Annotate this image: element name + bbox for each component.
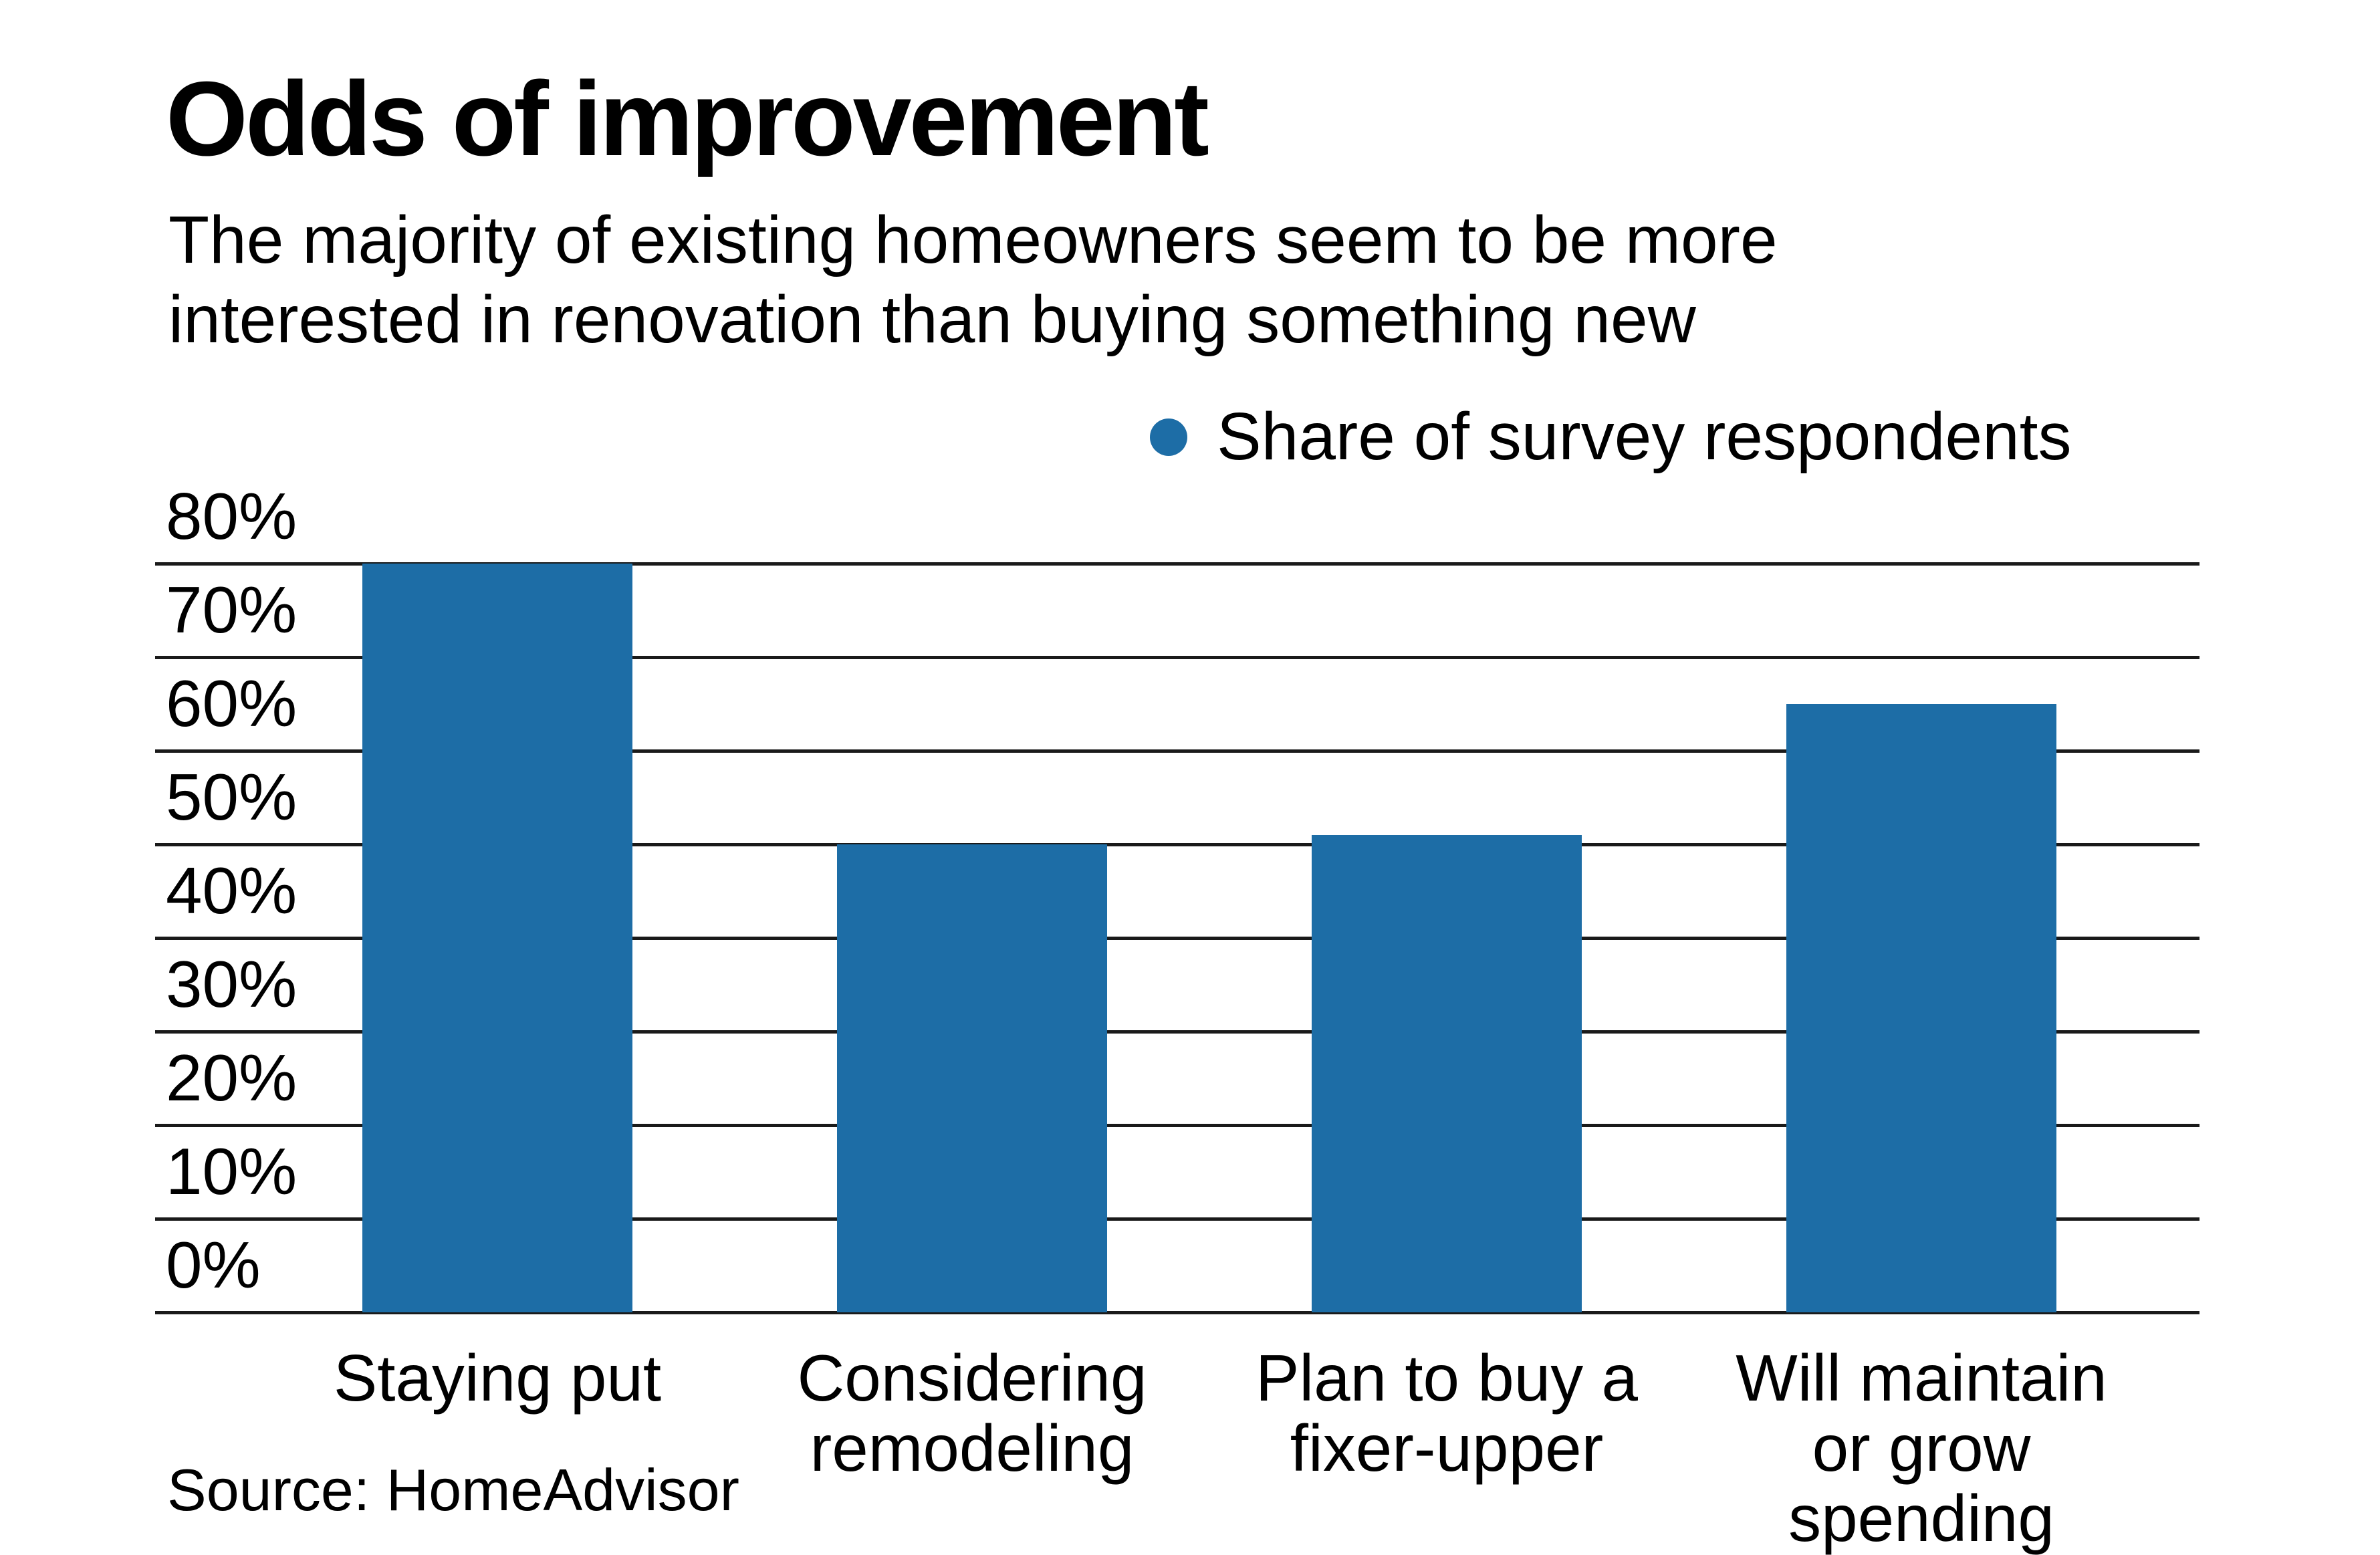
bar-considering-remodeling	[837, 844, 1107, 1312]
gridline-80	[155, 562, 2199, 566]
legend-marker-icon	[1150, 418, 1187, 456]
x-axis-label-considering-remodeling: Considering remodeling	[671, 1343, 1273, 1483]
source-note: Source: HomeAdvisor	[167, 1457, 739, 1523]
y-axis-label-30: 30%	[166, 947, 298, 1021]
chart-title: Odds of improvement	[166, 60, 1209, 178]
legend-label: Share of survey respondents	[1217, 399, 2072, 474]
x-axis-label-line: spending	[1788, 1481, 2054, 1555]
chart-subtitle-line-1: The majority of existing homeowners seem…	[168, 203, 1778, 277]
y-axis-label-0: 0%	[166, 1228, 261, 1302]
x-axis-label-line: Plan to buy a	[1255, 1341, 1639, 1415]
x-axis-label-line: Will maintain	[1736, 1341, 2107, 1415]
y-axis-label-70: 70%	[166, 573, 298, 646]
chart-legend: Share of survey respondents	[1150, 398, 2072, 475]
gridline-30	[155, 1030, 2199, 1034]
gridline-20	[155, 1123, 2199, 1127]
x-axis-label-staying-put: Staying put	[197, 1343, 798, 1413]
gridline-0	[155, 1310, 2199, 1314]
gridline-40	[155, 936, 2199, 940]
gridline-50	[155, 842, 2199, 846]
x-axis-label-line: or grow	[1812, 1411, 2031, 1485]
x-axis-label-will-maintain-or-grow-spending: Will maintain or grow spending	[1621, 1343, 2222, 1554]
y-axis-label-10: 10%	[166, 1134, 298, 1208]
gridline-10	[155, 1217, 2199, 1221]
bar-plan-to-buy-a-fixer-upper	[1312, 835, 1582, 1312]
x-axis-label-line: remodeling	[810, 1411, 1135, 1485]
x-axis-label-line: Staying put	[333, 1341, 662, 1415]
chart-subtitle-line-2: interested in renovation than buying som…	[168, 282, 1696, 357]
y-axis-label-40: 40%	[166, 854, 298, 927]
y-axis-label-80: 80%	[166, 479, 298, 553]
x-axis-label-line: fixer-upper	[1290, 1411, 1604, 1485]
gridline-60	[155, 749, 2199, 753]
bar-will-maintain-or-grow-spending	[1786, 704, 2056, 1312]
chart-subtitle: The majority of existing homeowners seem…	[168, 201, 1778, 360]
bar-chart-plot: 80% 70% 60% 50% 40% 30% 20% 10% 0% Staying put Con…	[155, 479, 2199, 1554]
gridline-70	[155, 655, 2199, 659]
bar-staying-put	[362, 564, 632, 1312]
y-axis-label-50: 50%	[166, 760, 298, 834]
x-axis-label-plan-to-buy-a-fixer-upper: Plan to buy a fixer-upper	[1146, 1343, 1748, 1483]
x-axis-label-line: Considering	[797, 1341, 1147, 1415]
y-axis-label-60: 60%	[166, 667, 298, 740]
y-axis-label-20: 20%	[166, 1041, 298, 1114]
